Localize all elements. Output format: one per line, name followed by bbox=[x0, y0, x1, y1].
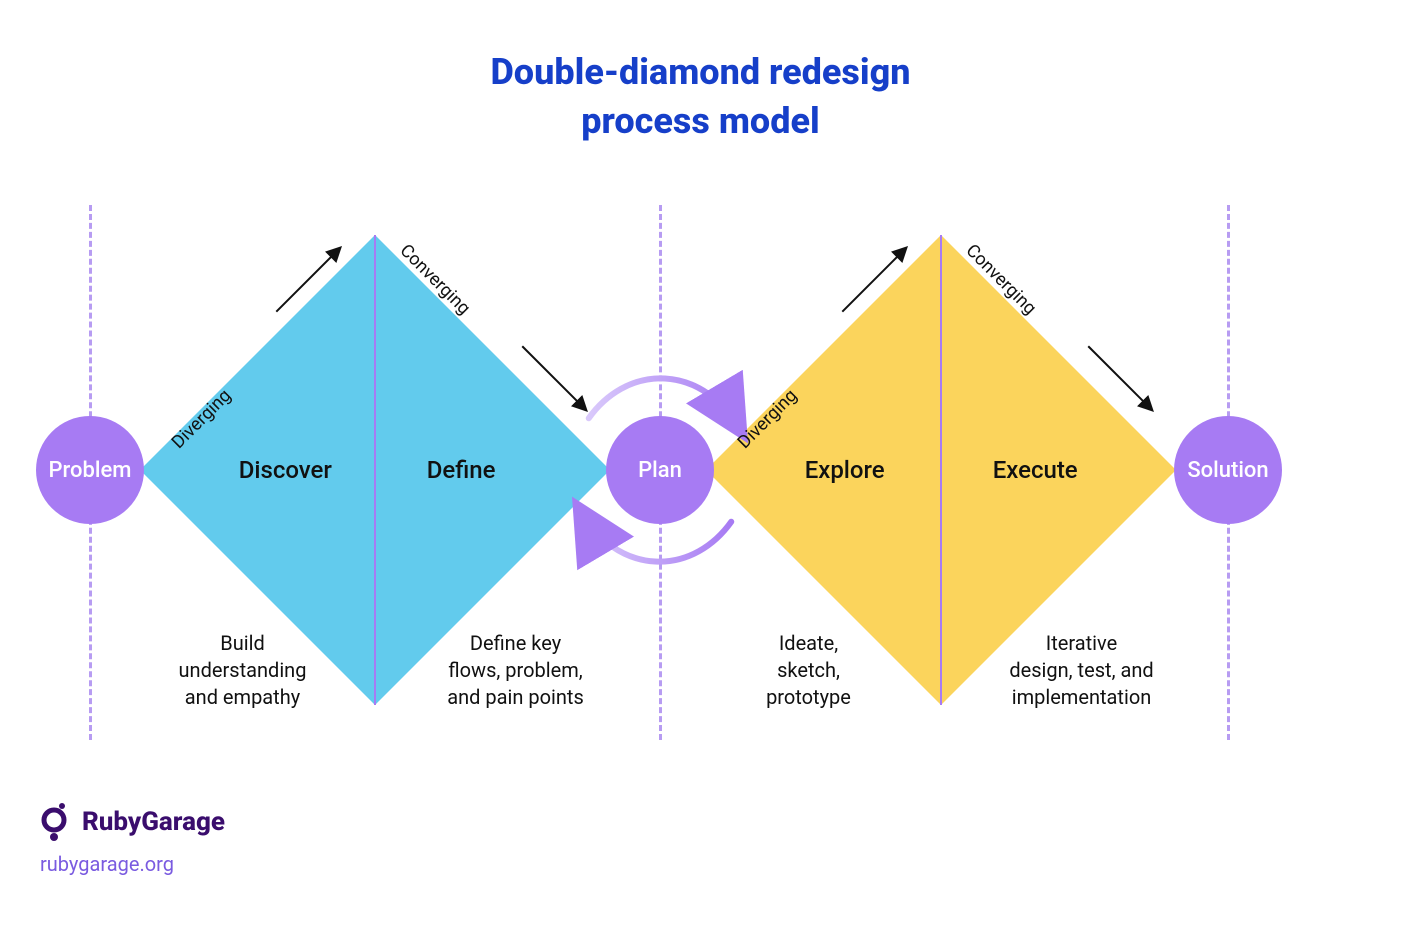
phase-d1-right: Define bbox=[427, 456, 496, 484]
logo: RubyGarage bbox=[40, 802, 225, 842]
node-problem: Problem bbox=[36, 416, 144, 524]
desc-d1-left: Buildunderstandingand empathy bbox=[120, 630, 365, 711]
node-plan: Plan bbox=[606, 416, 714, 524]
phase-d2-right: Execute bbox=[993, 456, 1078, 484]
node-solution: Solution bbox=[1174, 416, 1282, 524]
brand-url: rubygarage.org bbox=[40, 852, 225, 876]
branding: RubyGarage rubygarage.org bbox=[40, 802, 225, 876]
desc-d2-right: Iterativedesign, test, andimplementation bbox=[949, 630, 1214, 711]
phase-d1-left: Discover bbox=[239, 456, 332, 484]
ruby-garage-logo-icon bbox=[40, 802, 74, 842]
desc-d1-right: Define keyflows, problem,and pain points bbox=[383, 630, 648, 711]
logo-text: RubyGarage bbox=[82, 807, 225, 837]
desc-d2-left: Ideate,sketch,prototype bbox=[686, 630, 931, 711]
phase-d2-left: Explore bbox=[805, 456, 885, 484]
